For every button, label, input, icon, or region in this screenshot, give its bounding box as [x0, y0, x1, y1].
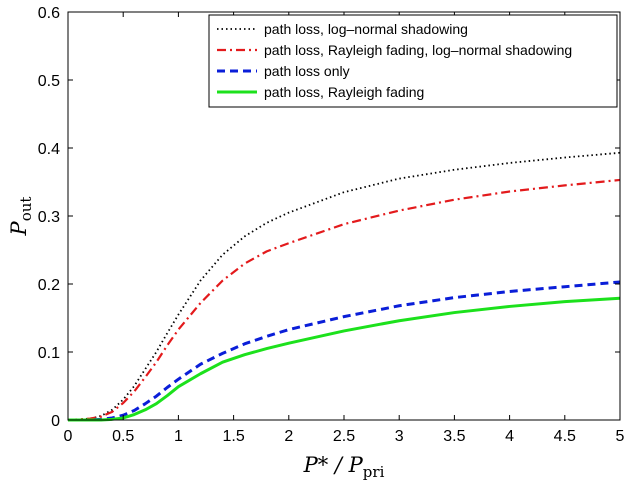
legend-label-1: path loss, log–normal shadowing	[264, 21, 468, 37]
x-tick-label: 3.5	[443, 428, 465, 445]
legend: path loss, log–normal shadowing path loss…	[208, 14, 618, 108]
x-axis-label-sub: pri	[363, 463, 385, 480]
y-axis-label-sub: out	[17, 197, 35, 222]
legend-box	[208, 14, 618, 108]
series-layer	[67, 151, 621, 422]
x-tick-label: 4.5	[554, 428, 576, 445]
y-tick-label: 0.2	[38, 277, 60, 294]
series-line-1	[67, 151, 621, 421]
x-tick-label: 3	[395, 428, 404, 445]
x-axis-label: P* / Ppri	[303, 453, 385, 480]
legend-label-2: path loss, Rayleigh fading, log–normal s…	[264, 42, 572, 58]
x-tick-label: 1.5	[222, 428, 244, 445]
legend-label-4: path loss, Rayleigh fading	[264, 84, 424, 100]
y-tick-label: 0.4	[38, 141, 60, 158]
y-tick-label: 0	[51, 413, 60, 430]
x-tick-label: 5	[616, 428, 625, 445]
x-tick-label: 2	[284, 428, 293, 445]
y-tick-label: 0.3	[38, 209, 60, 226]
y-tick-label: 0.1	[38, 345, 60, 362]
x-tick-label: 2.5	[333, 428, 355, 445]
x-tick-label: 4	[505, 428, 514, 445]
y-tick-label: 0.6	[38, 5, 60, 22]
x-tick-label: 0	[64, 428, 73, 445]
y-axis-label: Pout	[7, 197, 35, 237]
tick-labels: 0 0.5 1 1.5 2 2.5 3 3.5 4 4.5 5 0 0.1 0.2 0.3 0.4 0.5 0.6	[38, 5, 625, 445]
y-tick-label: 0.5	[38, 73, 60, 90]
series-line-4	[68, 296, 621, 422]
x-axis-label-main: P* / P	[303, 453, 364, 477]
y-axis-label-main: P	[7, 220, 31, 236]
series-line-3	[68, 280, 621, 422]
axes	[67, 11, 621, 421]
x-tick-label: 1	[174, 428, 183, 445]
x-tick-label: 0.5	[112, 428, 134, 445]
legend-label-3: path loss only	[264, 63, 350, 79]
